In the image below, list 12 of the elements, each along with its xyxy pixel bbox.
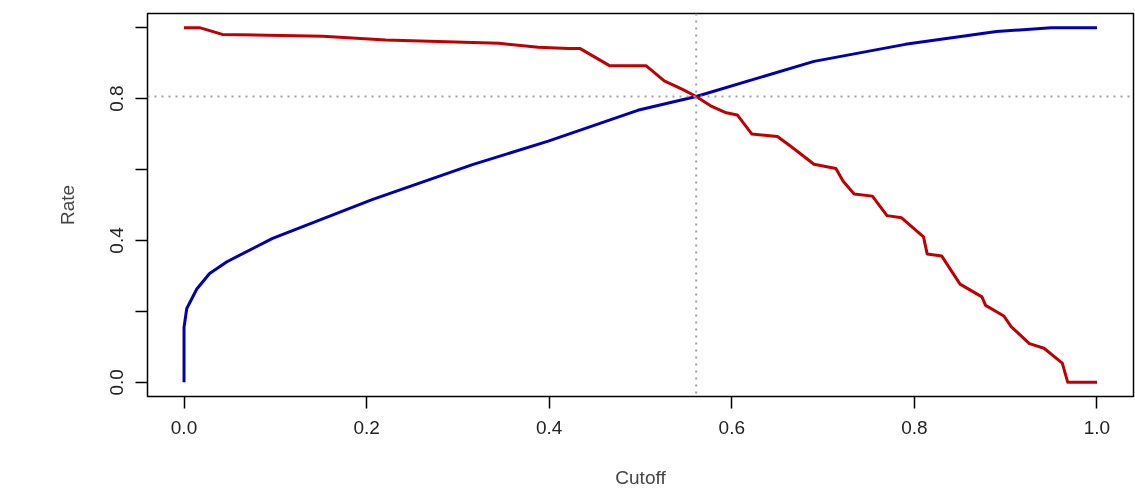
x-tick-label: 0.8 [901, 416, 928, 438]
line-series [182, 26, 1099, 384]
x-tick-label: 1.0 [1083, 416, 1111, 438]
x-tick-label: 0.4 [536, 416, 563, 438]
y-tick-label: 0.4 [106, 226, 128, 254]
y-tick-label: 0.8 [106, 85, 128, 112]
x-tick-label: 0.6 [718, 416, 746, 438]
y-tick-label: 0.0 [106, 369, 128, 396]
x-axis-title: Cutoff [615, 466, 667, 488]
x-tick-label: 0.2 [353, 416, 380, 438]
x-tick-label: 0.0 [170, 416, 198, 438]
y-axis-title: Rate [56, 184, 78, 226]
